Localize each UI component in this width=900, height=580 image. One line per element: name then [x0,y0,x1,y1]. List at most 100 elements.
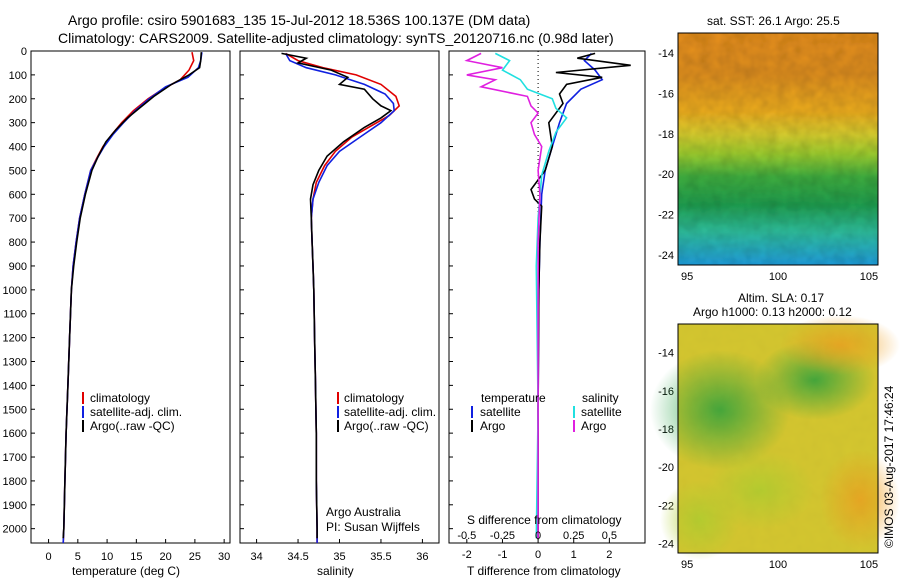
depth-tick-label: 1900 [3,500,27,512]
sst-map-field [678,33,878,265]
series-line [530,52,631,539]
temperature-plot-frame [30,50,231,544]
sla-map-texture [678,324,878,553]
legend-header-temperature: temperature [481,391,546,405]
series-line [494,52,568,539]
x-tick-label: 34 [250,551,262,563]
x-tick-label: 36 [416,551,428,563]
sst-map-x-tick-label: 105 [860,271,878,283]
depth-tick-label: 1300 [3,356,27,368]
sla-map-y-tick-label: -20 [658,462,674,474]
depth-tick-label: 100 [9,70,27,82]
x-tick-label: 25 [189,551,201,563]
x-tick-label: 30 [218,551,230,563]
sst-map [677,32,879,266]
sst-map-y-tick-label: -16 [658,89,674,101]
sla-map-title: Altim. SLA: 0.17 [738,291,824,305]
annotation-pi: PI: Susan Wijffels [326,520,420,534]
legend-label-argo: Argo(..raw -QC) [344,419,429,433]
depth-tick-label: 1400 [3,380,27,392]
sst-map-y-tick-label: -22 [658,210,674,222]
legend-label-sal-argo: Argo [581,419,607,433]
x-tick-label: 0 [535,549,541,561]
x-tick-label-salinity: 0.25 [563,530,584,542]
x-tick-label: -1 [498,549,508,561]
x-tick-label-salinity: 0.5 [602,530,617,542]
series-line [464,52,543,539]
legend-label-temp-argo: Argo [480,419,506,433]
difference-xlabel-top: S difference from climatology [467,513,622,527]
depth-tick-label: 700 [9,213,27,225]
legend-label-satellite: satellite-adj. clim. [344,405,436,419]
x-tick-label: 1 [571,549,577,561]
legend-label-satellite: satellite-adj. clim. [90,405,182,419]
legend-label-temp-satellite: satellite [480,405,521,419]
x-tick-label: 15 [130,551,142,563]
depth-tick-label: 1100 [3,309,27,321]
sst-map-y-tick-label: -20 [658,169,674,181]
x-tick-label: 2 [606,549,612,561]
difference-xlabel: T difference from climatology [467,564,621,578]
x-tick-label: 35.5 [370,551,391,563]
difference-plot-frame [448,50,646,544]
sst-map-frame [677,32,879,266]
depth-tick-label: 0 [21,46,27,58]
x-tick-label: 10 [101,551,113,563]
depth-tick-label: 1600 [3,428,27,440]
x-tick-label: 20 [159,551,171,563]
sst-map-x-tick-label: 100 [769,271,787,283]
sst-map-y-tick-label: -14 [658,48,674,60]
legend-header-salinity: salinity [582,391,619,405]
sst-map-title: sat. SST: 26.1 Argo: 25.5 [707,14,840,28]
depth-tick-label: 1000 [3,285,27,297]
depth-tick-label: 1800 [3,476,27,488]
temperature-xlabel: temperature (deg C) [72,564,180,578]
series-line [537,52,604,539]
legend-label-sal-satellite: satellite [581,405,622,419]
sla-map-x-tick-label: 100 [769,559,787,571]
sla-map [650,315,900,560]
salinity-legend: climatology satellite-adj. clim. Argo(..… [337,391,436,433]
difference-legend: temperature salinity satellite Argo sate… [471,391,622,433]
x-tick-label: 5 [75,551,81,563]
depth-tick-label: 1500 [3,404,27,416]
series-line [62,52,203,544]
depth-tick-label: 1700 [3,452,27,464]
sst-map-x-tick-label: 95 [681,271,693,283]
depth-tick-label: 800 [9,237,27,249]
depth-tick-label: 500 [9,165,27,177]
temperature-legend: climatology satellite-adj. clim. Argo(..… [82,391,182,433]
x-tick-label-salinity: -0.5 [457,530,476,542]
series-line [281,52,393,539]
series-line [62,52,203,539]
legend-label-argo: Argo(..raw -QC) [90,419,175,433]
annotation-argo-australia: Argo Australia [326,505,401,519]
legend-label-climatology: climatology [90,391,150,405]
header-line1: Argo profile: csiro 5901683_135 15-Jul-2… [68,12,530,28]
depth-tick-label: 400 [9,142,27,154]
x-tick-label: 35 [333,551,345,563]
depth-tick-label: 900 [9,261,27,273]
sla-map-frame [677,323,879,554]
series-line [62,52,195,544]
x-tick-label: 34.5 [287,551,308,563]
salinity-plot-frame [239,50,440,544]
x-tick-label-salinity: 0 [535,530,541,542]
sla-map-subtitle: Argo h1000: 0.13 h2000: 0.12 [693,305,852,319]
depth-tick-label: 2000 [3,524,27,536]
x-tick-label-salinity: -0.25 [490,530,515,542]
depth-tick-label: 200 [9,94,27,106]
sst-map-y-tick-label: -24 [658,250,674,262]
salinity-xlabel: salinity [317,564,354,578]
legend-label-climatology: climatology [344,391,404,405]
sla-map-x-tick-label: 105 [860,559,878,571]
header-line2: Climatology: CARS2009. Satellite-adjuste… [58,30,614,46]
x-tick-label: -2 [462,549,472,561]
depth-tick-label: 600 [9,189,27,201]
series-line [284,52,396,543]
x-tick-label: 0 [45,551,51,563]
depth-tick-label: 300 [9,118,27,130]
sla-map-x-tick-label: 95 [681,559,693,571]
sst-map-y-tick-label: -18 [658,129,674,141]
